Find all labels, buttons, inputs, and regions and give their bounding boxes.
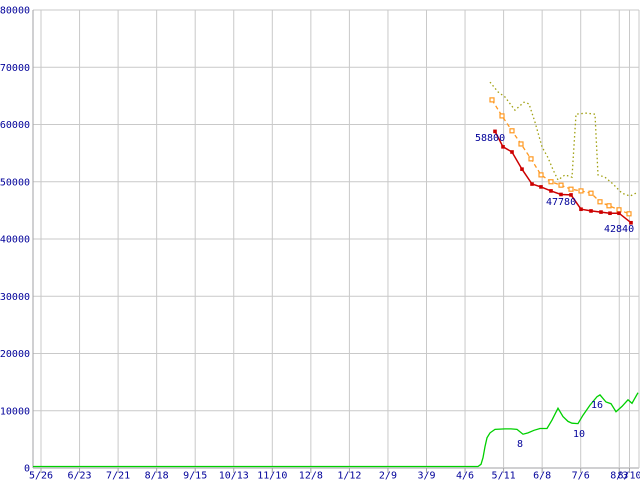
lowest-price-marker [599, 210, 603, 214]
lowest-price-marker [530, 182, 534, 186]
average-price-marker [606, 203, 612, 209]
data-point-label: 42840 [604, 224, 634, 235]
lowest-price-marker [569, 193, 573, 197]
average-price-marker [626, 211, 632, 217]
x-axis-tick-label: 12/8 [299, 471, 323, 480]
average-price-marker [528, 156, 534, 162]
x-axis-tick-label: 1/12 [337, 471, 361, 480]
x-axis-tick-label: 10/13 [219, 471, 249, 480]
lowest-price-marker [549, 189, 553, 193]
lowest-price-line [494, 131, 632, 224]
data-point-label: 58800 [475, 133, 505, 144]
x-axis-tick-label: 7/21 [106, 471, 130, 480]
average-price-marker [578, 188, 584, 194]
x-axis-tick-label: 3/9 [417, 471, 435, 480]
lowest-price-marker [539, 185, 543, 189]
data-point-label: 10 [573, 429, 585, 440]
lowest-price-marker [629, 220, 633, 225]
y-axis-tick-label: 80000 [0, 6, 30, 17]
y-axis-tick-label: 50000 [0, 177, 30, 188]
x-axis-tick-label: 11/10 [257, 471, 287, 480]
lowest-price-marker [579, 207, 583, 212]
y-axis-tick-label: 20000 [0, 349, 30, 360]
average-price-marker [499, 113, 505, 119]
y-axis-tick-label: 30000 [0, 292, 30, 303]
average-price-marker [568, 186, 574, 192]
lowest-price-marker [520, 167, 524, 171]
average-price-marker [558, 182, 564, 188]
average-price-marker [518, 141, 524, 147]
data-point-label: 47780 [546, 197, 576, 208]
x-axis-tick-label: 2/9 [379, 471, 397, 480]
x-axis-tick-label: 8/18 [145, 471, 169, 480]
x-axis-tick-label: 8/10 [617, 471, 640, 480]
y-axis-tick-label: 60000 [0, 120, 30, 131]
highest-price-line [489, 81, 639, 197]
x-axis-tick-label: 9/15 [183, 471, 207, 480]
x-axis-tick-label: 7/6 [572, 471, 590, 480]
average-price-marker [548, 179, 554, 185]
data-point-label: 16 [591, 400, 603, 411]
y-axis-tick-label: 40000 [0, 235, 30, 246]
lowest-price-marker [510, 150, 514, 154]
average-price-marker [588, 190, 594, 196]
lowest-price-marker [608, 211, 612, 216]
x-axis-tick-label: 6/8 [533, 471, 551, 480]
average-price-marker [489, 97, 495, 103]
y-axis-tick-label: 0 [24, 464, 30, 475]
lowest-price-marker [493, 129, 497, 134]
lowest-price-marker [617, 211, 621, 216]
average-price-marker [616, 207, 622, 213]
y-axis-tick-label: 10000 [0, 406, 30, 417]
y-axis-tick-label: 70000 [0, 63, 30, 74]
average-price-marker [597, 199, 603, 205]
data-point-label: 8 [517, 439, 523, 450]
x-axis-tick-label: 5/26 [29, 471, 53, 480]
store-count-line [33, 392, 639, 468]
x-axis-tick-label: 5/11 [492, 471, 516, 480]
x-axis-tick-label: 4/6 [456, 471, 474, 480]
average-price-marker [538, 172, 544, 178]
lowest-price-marker [501, 145, 505, 149]
x-axis-tick-label: 6/23 [68, 471, 92, 480]
average-price-marker [509, 128, 515, 134]
lowest-price-marker [559, 192, 563, 197]
lowest-price-marker [589, 209, 593, 213]
x-axis-tick-label: 8/3 [610, 471, 628, 480]
